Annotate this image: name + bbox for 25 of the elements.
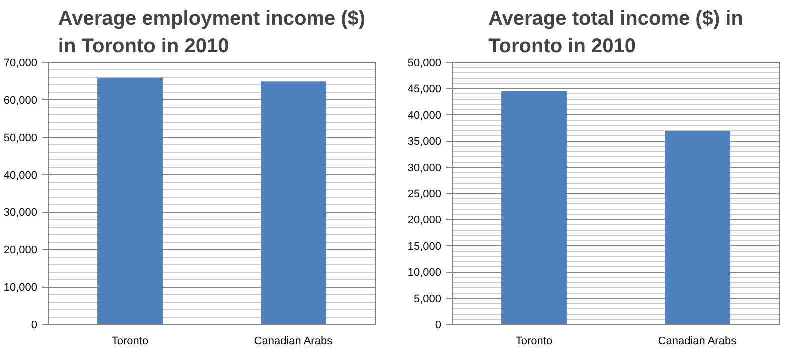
- x-tick-label: Canadian Arabs: [254, 336, 334, 348]
- y-tick-label: 5,000: [414, 293, 442, 306]
- y-tick-label: 10,000: [4, 282, 38, 294]
- y-tick-label: 20,000: [4, 244, 38, 257]
- y-tick-label: 45,000: [408, 84, 442, 96]
- y-tick-label: 40,000: [4, 170, 38, 182]
- x-tick-label: Toronto: [112, 336, 149, 348]
- y-tick-label: 60,000: [4, 94, 38, 107]
- y-tick-label: 35,000: [408, 136, 442, 148]
- y-tick-label: 25,000: [408, 188, 442, 200]
- y-tick-label: 30,000: [4, 207, 38, 220]
- x-tick-label: Canadian Arabs: [658, 336, 738, 348]
- x-tick-label: Toronto: [516, 336, 553, 348]
- y-tick-label: 40,000: [408, 110, 442, 122]
- y-tick-label: 50,000: [408, 58, 442, 70]
- y-tick-label: 70,000: [4, 58, 38, 70]
- y-tick-label: 20,000: [408, 214, 442, 227]
- y-tick-label: 0: [435, 320, 442, 332]
- y-tick-label: 15,000: [408, 240, 442, 253]
- y-tick-label: 50,000: [4, 132, 38, 144]
- y-tick-label: 30,000: [408, 162, 442, 174]
- y-tick-label: 0: [31, 320, 38, 332]
- y-tick-label: 10,000: [408, 267, 442, 280]
- chart-title: Average total income ($) in Toronto in 2010: [488, 8, 744, 58]
- chart-title: Average employment income ($) in Toronto in 2010: [58, 8, 366, 58]
